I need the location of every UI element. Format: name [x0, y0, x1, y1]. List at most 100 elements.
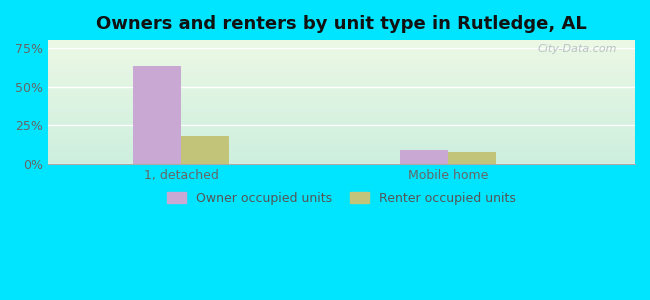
Bar — [48, 128, 635, 129]
Bar — [48, 86, 635, 87]
Bar — [48, 43, 635, 44]
Bar — [48, 141, 635, 142]
Bar — [48, 142, 635, 143]
Bar — [48, 96, 635, 97]
Bar — [48, 81, 635, 82]
Bar — [48, 122, 635, 123]
Bar — [48, 98, 635, 99]
Bar — [48, 118, 635, 119]
Bar — [48, 115, 635, 116]
Bar — [48, 111, 635, 112]
Bar — [48, 102, 635, 103]
Bar — [48, 85, 635, 86]
Bar — [48, 69, 635, 70]
Bar — [48, 135, 635, 136]
Bar — [48, 97, 635, 98]
Bar — [48, 152, 635, 153]
Bar — [48, 57, 635, 58]
Bar — [48, 155, 635, 156]
Bar — [48, 113, 635, 114]
Bar — [48, 58, 635, 59]
Bar — [181, 136, 229, 164]
Bar — [48, 103, 635, 104]
Bar — [48, 119, 635, 120]
Bar — [48, 125, 635, 126]
Bar — [48, 54, 635, 55]
Bar — [48, 61, 635, 62]
Bar — [48, 95, 635, 96]
Bar — [48, 126, 635, 127]
Bar — [48, 79, 635, 80]
Bar — [48, 108, 635, 109]
Bar — [48, 67, 635, 68]
Bar — [48, 84, 635, 85]
Bar — [48, 48, 635, 49]
Bar — [48, 120, 635, 121]
Bar — [48, 88, 635, 89]
Bar — [48, 83, 635, 84]
Title: Owners and renters by unit type in Rutledge, AL: Owners and renters by unit type in Rutle… — [96, 15, 587, 33]
Bar — [48, 148, 635, 149]
Bar — [48, 136, 635, 137]
Bar — [48, 101, 635, 102]
Bar — [48, 123, 635, 124]
Text: City-Data.com: City-Data.com — [538, 44, 617, 54]
Bar — [48, 163, 635, 164]
Bar — [48, 106, 635, 107]
Bar — [48, 53, 635, 54]
Bar — [48, 70, 635, 71]
Bar — [48, 60, 635, 61]
Bar — [48, 42, 635, 43]
Bar — [48, 47, 635, 48]
Bar — [48, 78, 635, 79]
Bar — [48, 55, 635, 56]
Bar — [48, 149, 635, 150]
Bar — [448, 152, 496, 164]
Bar — [48, 116, 635, 117]
Bar — [48, 139, 635, 140]
Bar — [48, 50, 635, 51]
Bar — [48, 137, 635, 138]
Bar — [48, 112, 635, 113]
Bar — [48, 105, 635, 106]
Bar — [48, 147, 635, 148]
Bar — [48, 66, 635, 67]
Bar — [48, 110, 635, 111]
Bar — [48, 72, 635, 73]
Bar — [48, 114, 635, 115]
Bar — [48, 82, 635, 83]
Bar — [48, 40, 635, 41]
Bar — [48, 77, 635, 78]
Bar — [48, 146, 635, 147]
Bar — [48, 62, 635, 63]
Bar — [400, 150, 448, 164]
Bar — [48, 44, 635, 45]
Bar — [48, 52, 635, 53]
Bar — [48, 117, 635, 118]
Bar — [48, 161, 635, 162]
Bar — [48, 138, 635, 139]
Bar — [133, 67, 181, 164]
Bar — [48, 56, 635, 57]
Bar — [48, 157, 635, 158]
Bar — [48, 156, 635, 157]
Bar — [48, 71, 635, 72]
Bar — [48, 49, 635, 50]
Bar — [48, 154, 635, 155]
Bar — [48, 151, 635, 152]
Bar — [48, 75, 635, 76]
Bar — [48, 158, 635, 159]
Bar — [48, 124, 635, 125]
Bar — [48, 143, 635, 144]
Bar — [48, 87, 635, 88]
Bar — [48, 65, 635, 66]
Legend: Owner occupied units, Renter occupied units: Owner occupied units, Renter occupied un… — [162, 187, 521, 210]
Bar — [48, 90, 635, 91]
Bar — [48, 76, 635, 77]
Bar — [48, 133, 635, 134]
Bar — [48, 92, 635, 93]
Bar — [48, 74, 635, 75]
Bar — [48, 59, 635, 60]
Bar — [48, 94, 635, 95]
Bar — [48, 160, 635, 161]
